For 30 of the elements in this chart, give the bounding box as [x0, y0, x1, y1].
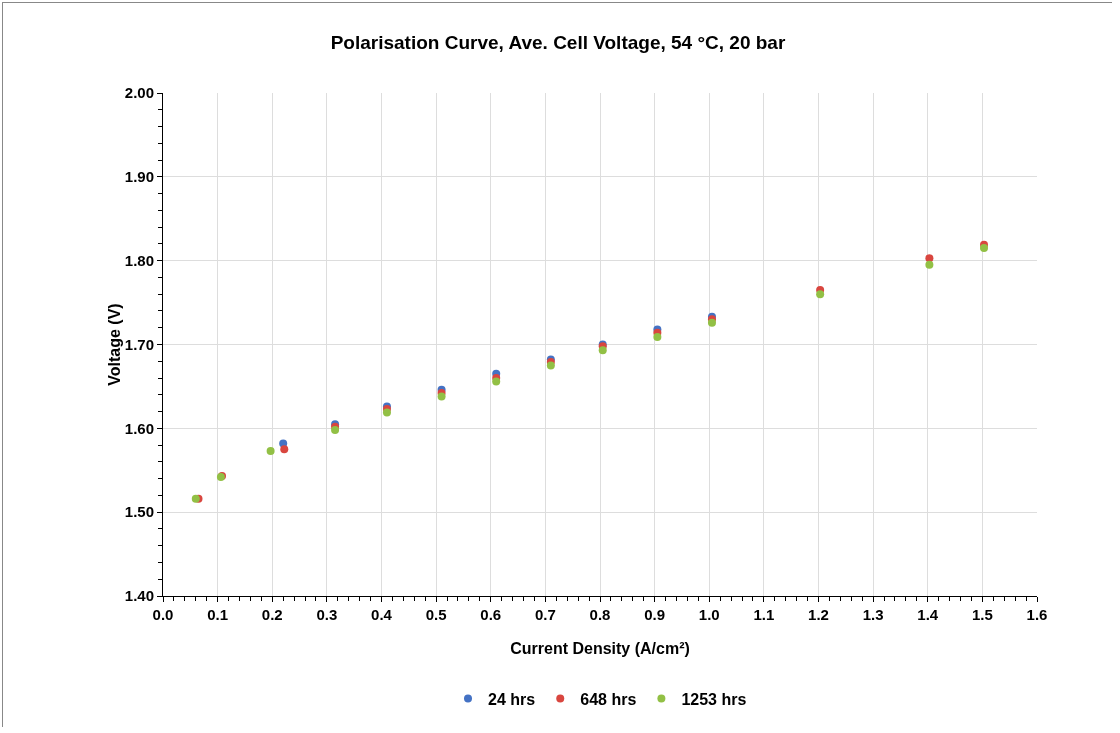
x-tick-label: 0.0	[152, 606, 174, 623]
x-tick-label: 0.8	[589, 606, 611, 623]
x-tick-label: 1.6	[1026, 606, 1048, 623]
legend-label: 648 hrs	[580, 690, 637, 708]
x-tick-label: 1.3	[862, 606, 884, 623]
chart-title: Polarisation Curve, Ave. Cell Voltage, 54 °C, 20 bar	[330, 31, 786, 53]
y-tick-label: 2.00	[124, 84, 154, 102]
x-tick-label: 1.4	[917, 606, 939, 623]
legend-label: 24 hrs	[488, 690, 536, 708]
y-axis-title: Voltage (V)	[105, 303, 123, 386]
x-tick-label: 0.2	[261, 606, 283, 623]
y-tick-label: 1.60	[124, 419, 154, 437]
x-tick-label: 0.6	[480, 606, 502, 623]
y-tick-label: 1.50	[124, 503, 154, 521]
x-tick-label: 1.2	[808, 606, 829, 623]
y-tick-label: 1.90	[124, 168, 154, 186]
x-tick-label: 1.1	[753, 606, 775, 623]
x-tick-label: 0.4	[371, 606, 393, 623]
y-tick-label: 1.40	[124, 587, 154, 605]
x-tick-label: 0.1	[207, 606, 229, 623]
legend-label: 1253 hrs	[681, 690, 747, 708]
x-tick-label: 0.9	[644, 606, 666, 623]
x-tick-label: 1.5	[971, 606, 993, 623]
y-tick-label: 1.70	[124, 335, 154, 353]
x-tick-label: 0.5	[425, 606, 447, 623]
x-tick-label: 0.3	[316, 606, 338, 623]
x-tick-label: 1.0	[698, 606, 720, 623]
y-tick-label: 1.80	[124, 251, 154, 269]
x-axis-title: Current Density (A/cm²)	[510, 640, 690, 657]
x-tick-label: 0.7	[534, 606, 556, 623]
